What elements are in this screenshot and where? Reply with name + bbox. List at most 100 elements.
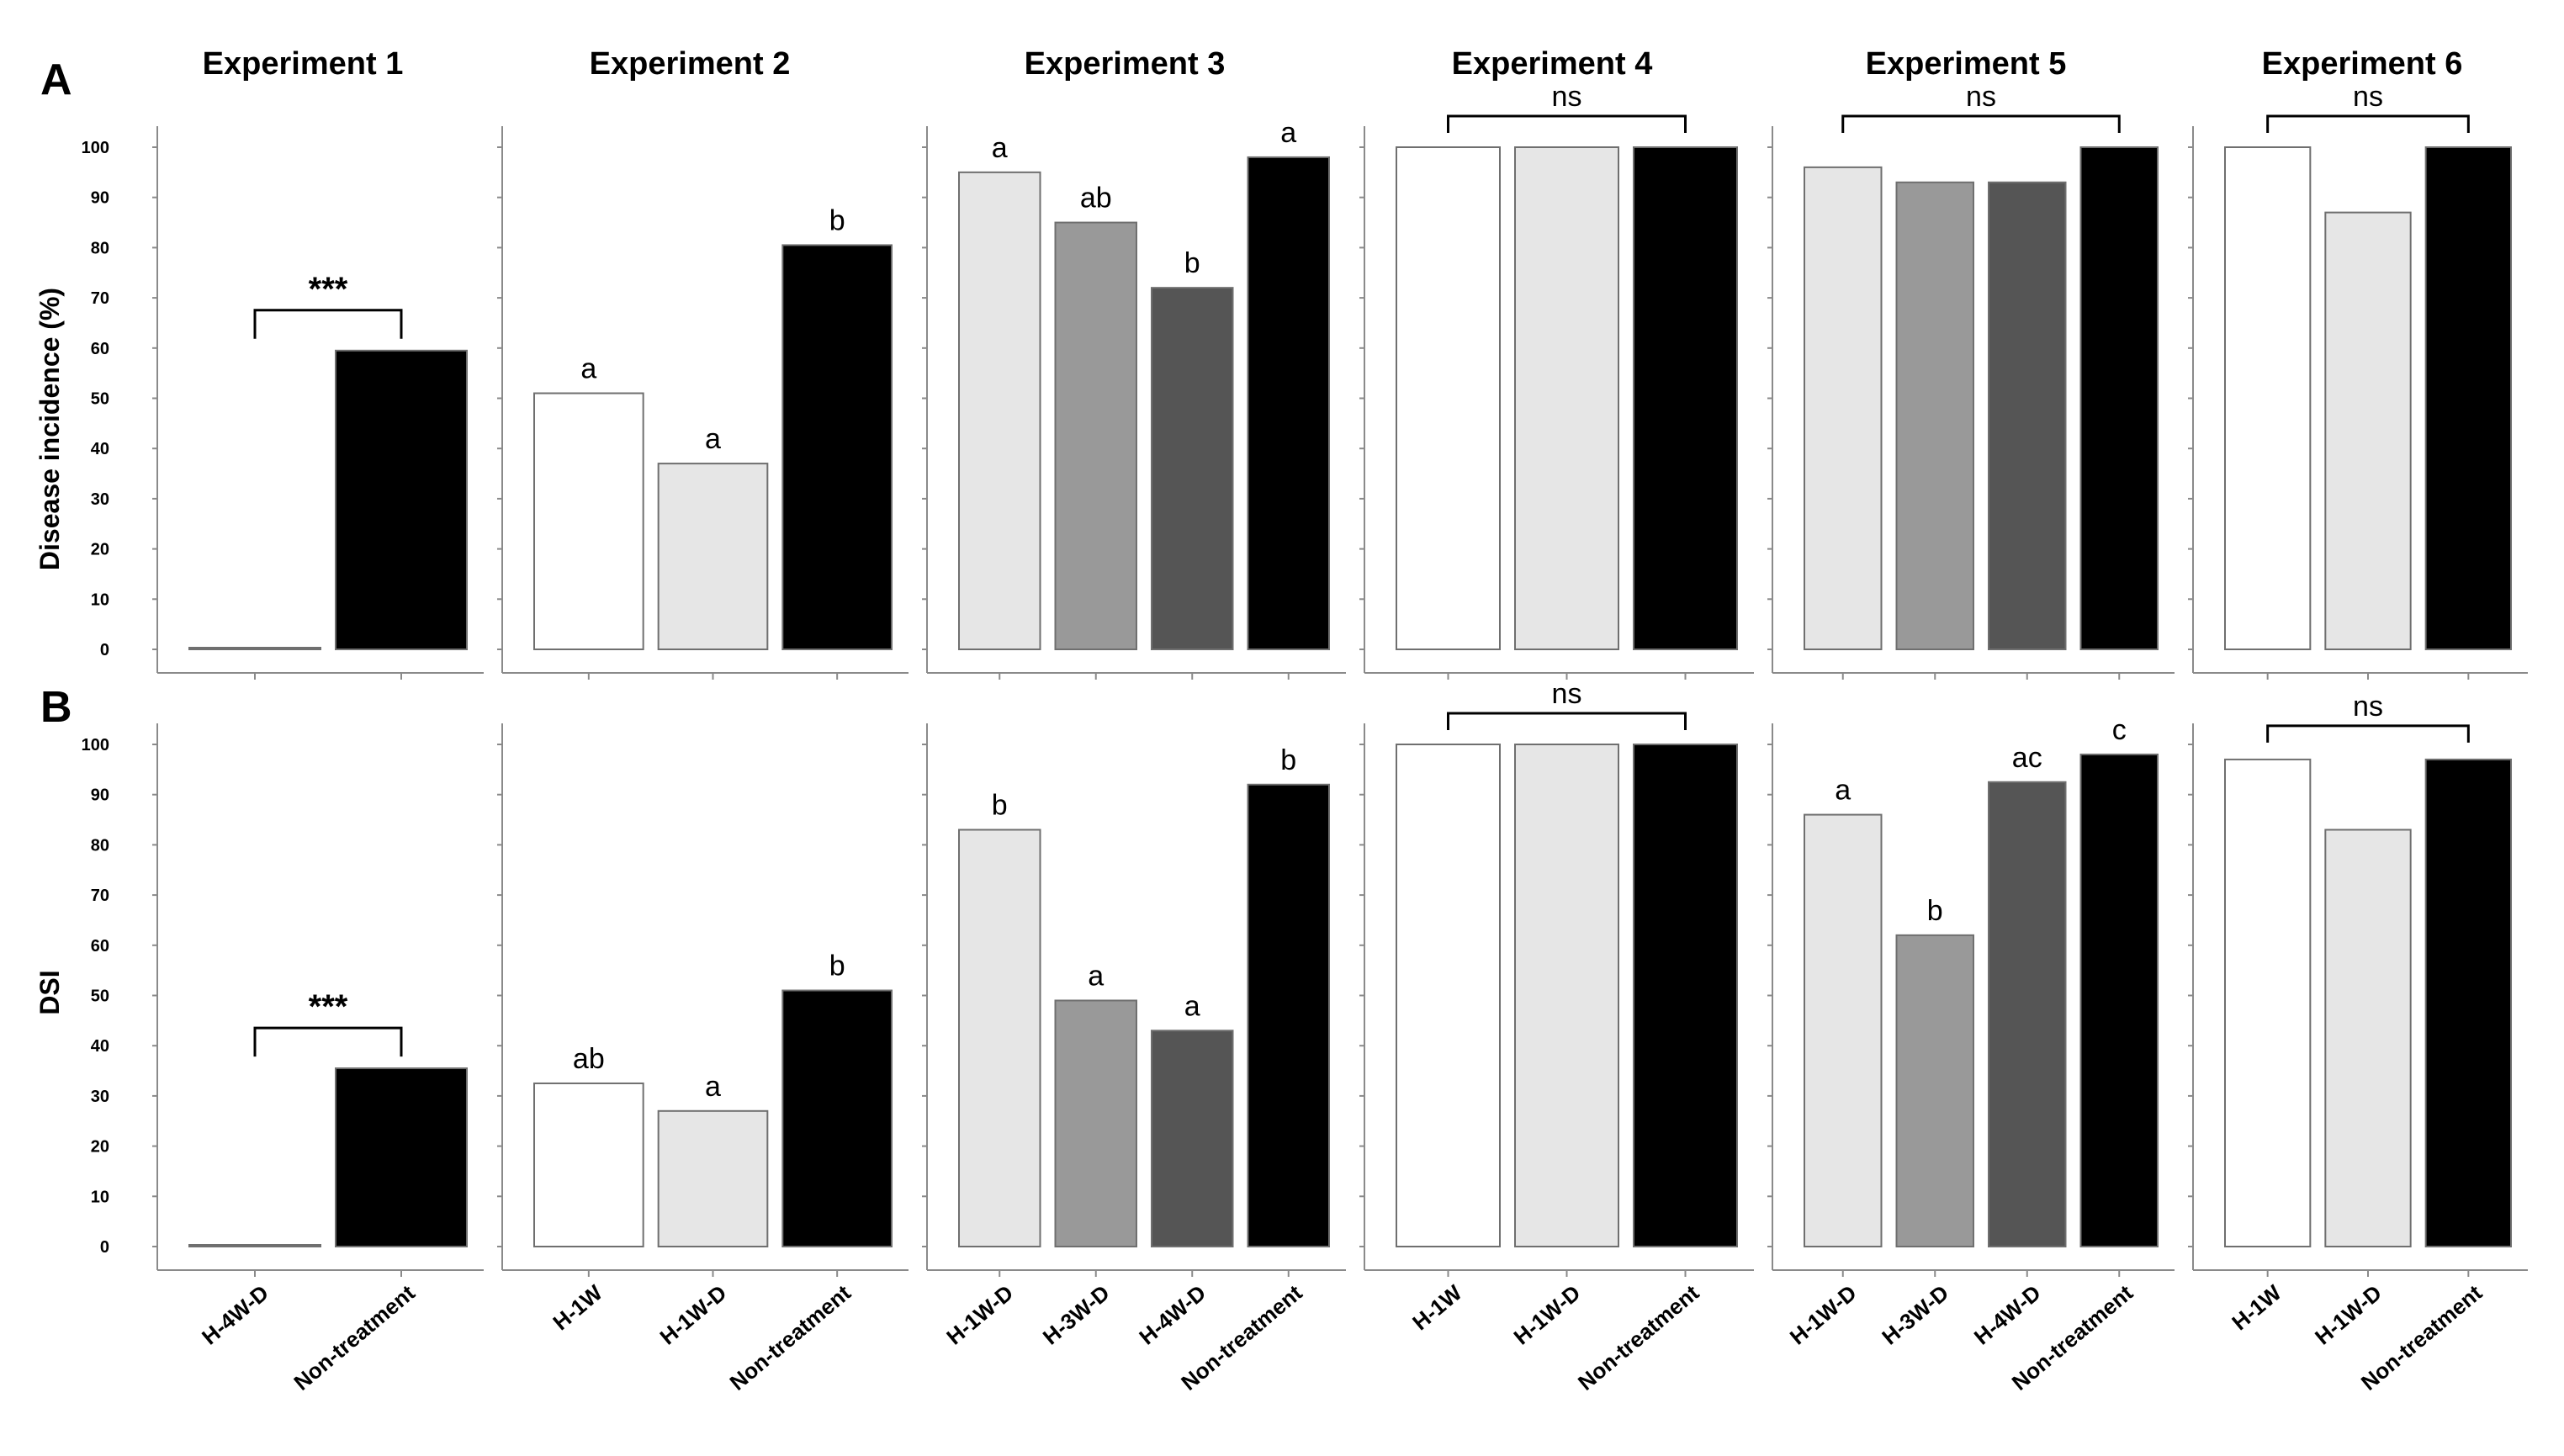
significance-letter: b [1927,895,1943,927]
chart-experiment-2-a: Experiment 2 a a b [497,46,909,680]
bar-h-4w-d [1988,781,2067,1247]
y-tick-label: 20 [91,1138,109,1157]
y-tick-label: 100 [82,736,109,754]
panel-label-a: A [40,56,72,104]
bar-h-4w-d [188,647,321,650]
bar-h-1w-d [1514,146,1619,650]
category-label: H-4W-D [1969,1280,2046,1350]
y-tick-label: 80 [91,239,109,257]
category-label: H-1W-D [655,1280,732,1350]
experiment-title: Experiment 2 [590,46,791,82]
significance-letter: a [705,1071,721,1103]
significance-letter: a [1088,960,1104,992]
y-tick-label: 80 [91,836,109,855]
chart-experiment-3-a: Experiment 3 a ab b a [922,46,1346,680]
category-label: Non-treatment [1573,1279,1704,1395]
category-label: H-1W-D [1785,1280,1862,1350]
significance-letter: a [580,353,596,385]
bar-non-treatment [2079,146,2159,650]
y-tick-label: 50 [91,987,109,1006]
significance-letter: b [829,950,845,982]
category-label: H-1W [1407,1279,1467,1335]
bracket-label: ns [2353,81,2383,113]
experiment-title: Experiment 1 [203,46,404,82]
y-tick-label: 40 [91,440,109,458]
bar-h-4w-d [188,1244,321,1247]
significance-letter: a [705,423,721,455]
category-label: H-4W-D [197,1280,273,1350]
y-tick-label: 0 [100,641,109,659]
bar-non-treatment [2424,758,2513,1247]
bar-h-1w [1396,744,1501,1247]
bar-h-3w-d [1895,934,1974,1247]
bar-non-treatment [1633,146,1738,650]
y-tick-label: 90 [91,189,109,208]
chart-experiment-6-a: Experiment 6ns [2188,46,2528,680]
y-tick-label: 70 [91,887,109,905]
y-tick-label: 60 [91,937,109,956]
bracket-label: *** [309,988,348,1025]
category-label: H-4W-D [1134,1280,1210,1350]
significance-letter: ab [573,1043,605,1075]
y-tick-label: 10 [91,1188,109,1206]
comparison-bracket [253,309,403,339]
significance-letter: c [2112,714,2127,746]
bracket-label: ns [1966,81,1996,113]
y-tick-label: 20 [91,541,109,559]
bar-non-treatment [335,1067,468,1247]
experiment-title: Experiment 4 [1452,46,1653,82]
category-label: Non-treatment [725,1279,856,1395]
comparison-bracket [2266,114,2470,133]
category-label: H-3W-D [1038,1280,1115,1350]
y-tick-label: 100 [82,139,109,157]
y-tick-label: 50 [91,390,109,409]
y-tick-label: 40 [91,1037,109,1056]
category-label: H-1W-D [941,1280,1018,1350]
comparison-bracket [1841,114,2121,133]
significance-letter: ac [2012,742,2042,774]
bar-non-treatment [1247,156,1330,650]
bar-h-4w-d [1988,181,2067,651]
comparison-bracket [1447,712,1687,730]
bar-non-treatment [2079,753,2159,1247]
comparison-bracket [1447,114,1687,133]
bar-h-1w [2224,146,2312,650]
y-tick-label: 70 [91,289,109,308]
bar-non-treatment [1633,744,1738,1247]
significance-letter: a [1184,990,1200,1022]
y-tick-label: 0 [100,1238,109,1257]
significance-letter: a [992,132,1008,164]
y-tick-label: 30 [91,1088,109,1106]
bar-h-1w-d [2324,211,2412,651]
bar-non-treatment [2424,146,2513,650]
bar-h-4w-d [1151,1030,1234,1248]
charts-layer: 0 10 20 30 40 50 60 70 80 90 100 0 10 20 30 40 50 60 70 80 9… [82,46,2528,1395]
significance-letter: b [1184,247,1200,279]
bar-h-1w-d [1804,166,1883,650]
bar-h-1w-d [958,171,1041,651]
significance-letter: b [992,789,1008,821]
bracket-label: ns [2353,691,2383,723]
bar-non-treatment [781,989,893,1248]
panel-label-b: B [40,683,72,732]
significance-letter: a [1835,775,1851,807]
bar-non-treatment [1247,783,1330,1247]
bar-h-3w-d [1054,999,1137,1247]
y-tick-label: 10 [91,590,109,609]
chart-experiment-5-a: Experiment 5ns [1767,46,2175,680]
significance-letter: b [829,204,845,236]
category-label: H-3W-D [1877,1280,1953,1350]
experiment-title: Experiment 6 [2262,46,2463,82]
bar-h-1w [2224,758,2312,1247]
bar-h-1w-d [1804,813,1883,1247]
significance-letter: ab [1080,183,1112,214]
bar-h-1w-d [958,829,1041,1247]
chart-experiment-1-a: Experiment 1 *** [152,46,484,680]
chart-experiment-2-b: ab H-1W a H-1W-D b Non-treatment [497,723,909,1395]
bar-h-3w-d [1895,181,1974,651]
bar-h-1w [1396,146,1501,650]
bar-h-1w [533,1082,644,1247]
